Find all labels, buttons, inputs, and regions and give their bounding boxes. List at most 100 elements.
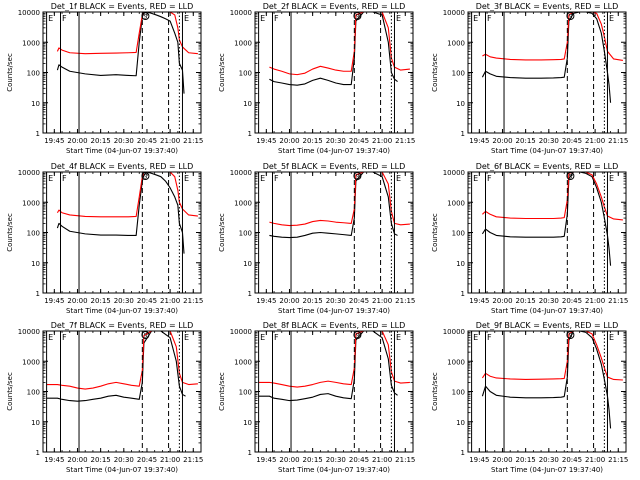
series-group [258,331,410,402]
plot-frame [254,330,414,453]
marker-label: S [356,14,360,21]
marker-label: E [473,14,478,23]
y-tick-label: 100 [452,230,465,238]
x-axis-label: Start Time (04-Jun-07 19:37:40) [66,307,178,315]
series-group [481,172,623,266]
x-axis-label: Start Time (04-Jun-07 19:37:40) [491,147,603,155]
series-line-lld [482,12,623,62]
marker-label: E [184,174,189,183]
x-tick-label: 20:15 [303,297,323,305]
x-tick-label: 21:15 [608,297,628,305]
series-line-events [481,172,612,266]
x-tick-label: 20:15 [303,456,323,464]
series-group [481,331,623,429]
marker-label: F [274,174,279,183]
y-tick-label: 1 [36,290,40,298]
y-tick-label: 1000 [22,39,40,47]
x-tick-label: 19:45 [44,456,64,464]
x-tick-label: 20:00 [492,297,512,305]
panel-title: Det_9f BLACK = Events, RED = LLD [476,321,619,330]
y-tick-label: 1000 [447,39,465,47]
marker-label: E [260,333,265,342]
series-line-lld [56,12,198,55]
y-tick-label: 1000 [447,358,465,366]
detector-panel-1: Det_1f BLACK = Events, RED = LLD Counts/s… [6,2,203,155]
y-axis-label: Counts/sec [6,213,14,252]
x-tick-label: 21:00 [372,137,392,145]
plot-frame [467,330,627,453]
series-line-lld [258,331,410,388]
y-tick-label: 10000 [443,328,465,336]
y-axis-label: Counts/sec [431,213,439,252]
marker-label: S [569,174,573,181]
x-tick-label: 20:00 [492,456,512,464]
y-tick-label: 1000 [234,39,252,47]
y-tick-label: 100 [239,230,252,238]
marker-label: E [609,14,614,23]
x-tick-label: 20:30 [114,297,134,305]
x-tick-label: 20:15 [516,137,536,145]
x-tick-label: 21:00 [585,137,605,145]
x-tick-label: 20:00 [67,137,87,145]
plot-frame [254,11,414,134]
series-group [56,172,198,254]
y-axis-label: Counts/sec [6,53,14,92]
x-tick-label: 20:30 [326,137,346,145]
x-tick-label: 20:45 [562,137,582,145]
y-tick-label: 1000 [22,199,40,207]
panel-title: Det_8f BLACK = Events, RED = LLD [263,321,406,330]
y-tick-label: 10 [456,260,465,268]
y-tick-label: 1 [248,449,252,457]
series-line-lld [482,172,623,221]
marker-label: E [396,174,401,183]
x-tick-label: 21:00 [160,456,180,464]
x-tick-label: 20:45 [349,297,369,305]
x-tick-label: 20:45 [137,456,157,464]
x-tick-label: 21:15 [395,297,415,305]
x-tick-label: 19:45 [469,137,489,145]
y-axis-label: Counts/sec [431,372,439,411]
y-axis-label: Counts/sec [6,372,14,411]
x-tick-label: 20:15 [91,137,111,145]
y-axis-label: Counts/sec [431,53,439,92]
x-tick-label: 21:15 [183,456,203,464]
panel-title: Det_1f BLACK = Events, RED = LLD [51,2,194,11]
series-line-events [269,172,398,239]
series-group [269,12,410,86]
panel-title: Det_5f BLACK = Events, RED = LLD [263,162,406,171]
marker-label: F [62,14,67,23]
x-tick-label: 21:15 [183,297,203,305]
x-tick-label: 20:45 [137,297,157,305]
x-tick-label: 20:15 [516,456,536,464]
x-tick-label: 19:45 [44,137,64,145]
marker-label: E [609,333,614,342]
y-tick-label: 10 [243,260,252,268]
y-tick-label: 100 [239,70,252,78]
series-group [269,172,410,239]
marker-label: F [62,174,67,183]
x-tick-label: 19:45 [256,456,276,464]
marker-label: E [396,333,401,342]
y-axis-label: Counts/sec [218,372,226,411]
y-tick-label: 1000 [22,358,40,366]
marker-label: E [609,174,614,183]
marker-label: E [396,14,401,23]
marker-label: E [48,14,53,23]
y-tick-label: 100 [27,389,40,397]
y-tick-label: 1000 [447,199,465,207]
plot-frame [42,330,202,453]
x-tick-label: 21:00 [585,456,605,464]
series-line-events [481,12,612,103]
x-tick-label: 20:30 [539,137,559,145]
x-tick-label: 21:00 [372,297,392,305]
x-tick-label: 20:30 [539,456,559,464]
y-tick-label: 100 [452,389,465,397]
marker-label: F [274,14,279,23]
marker-label: E [184,14,189,23]
y-tick-label: 10000 [443,169,465,177]
y-tick-label: 1 [461,290,465,298]
y-tick-label: 1 [248,290,252,298]
x-tick-label: 21:15 [183,137,203,145]
marker-label: E [48,333,53,342]
